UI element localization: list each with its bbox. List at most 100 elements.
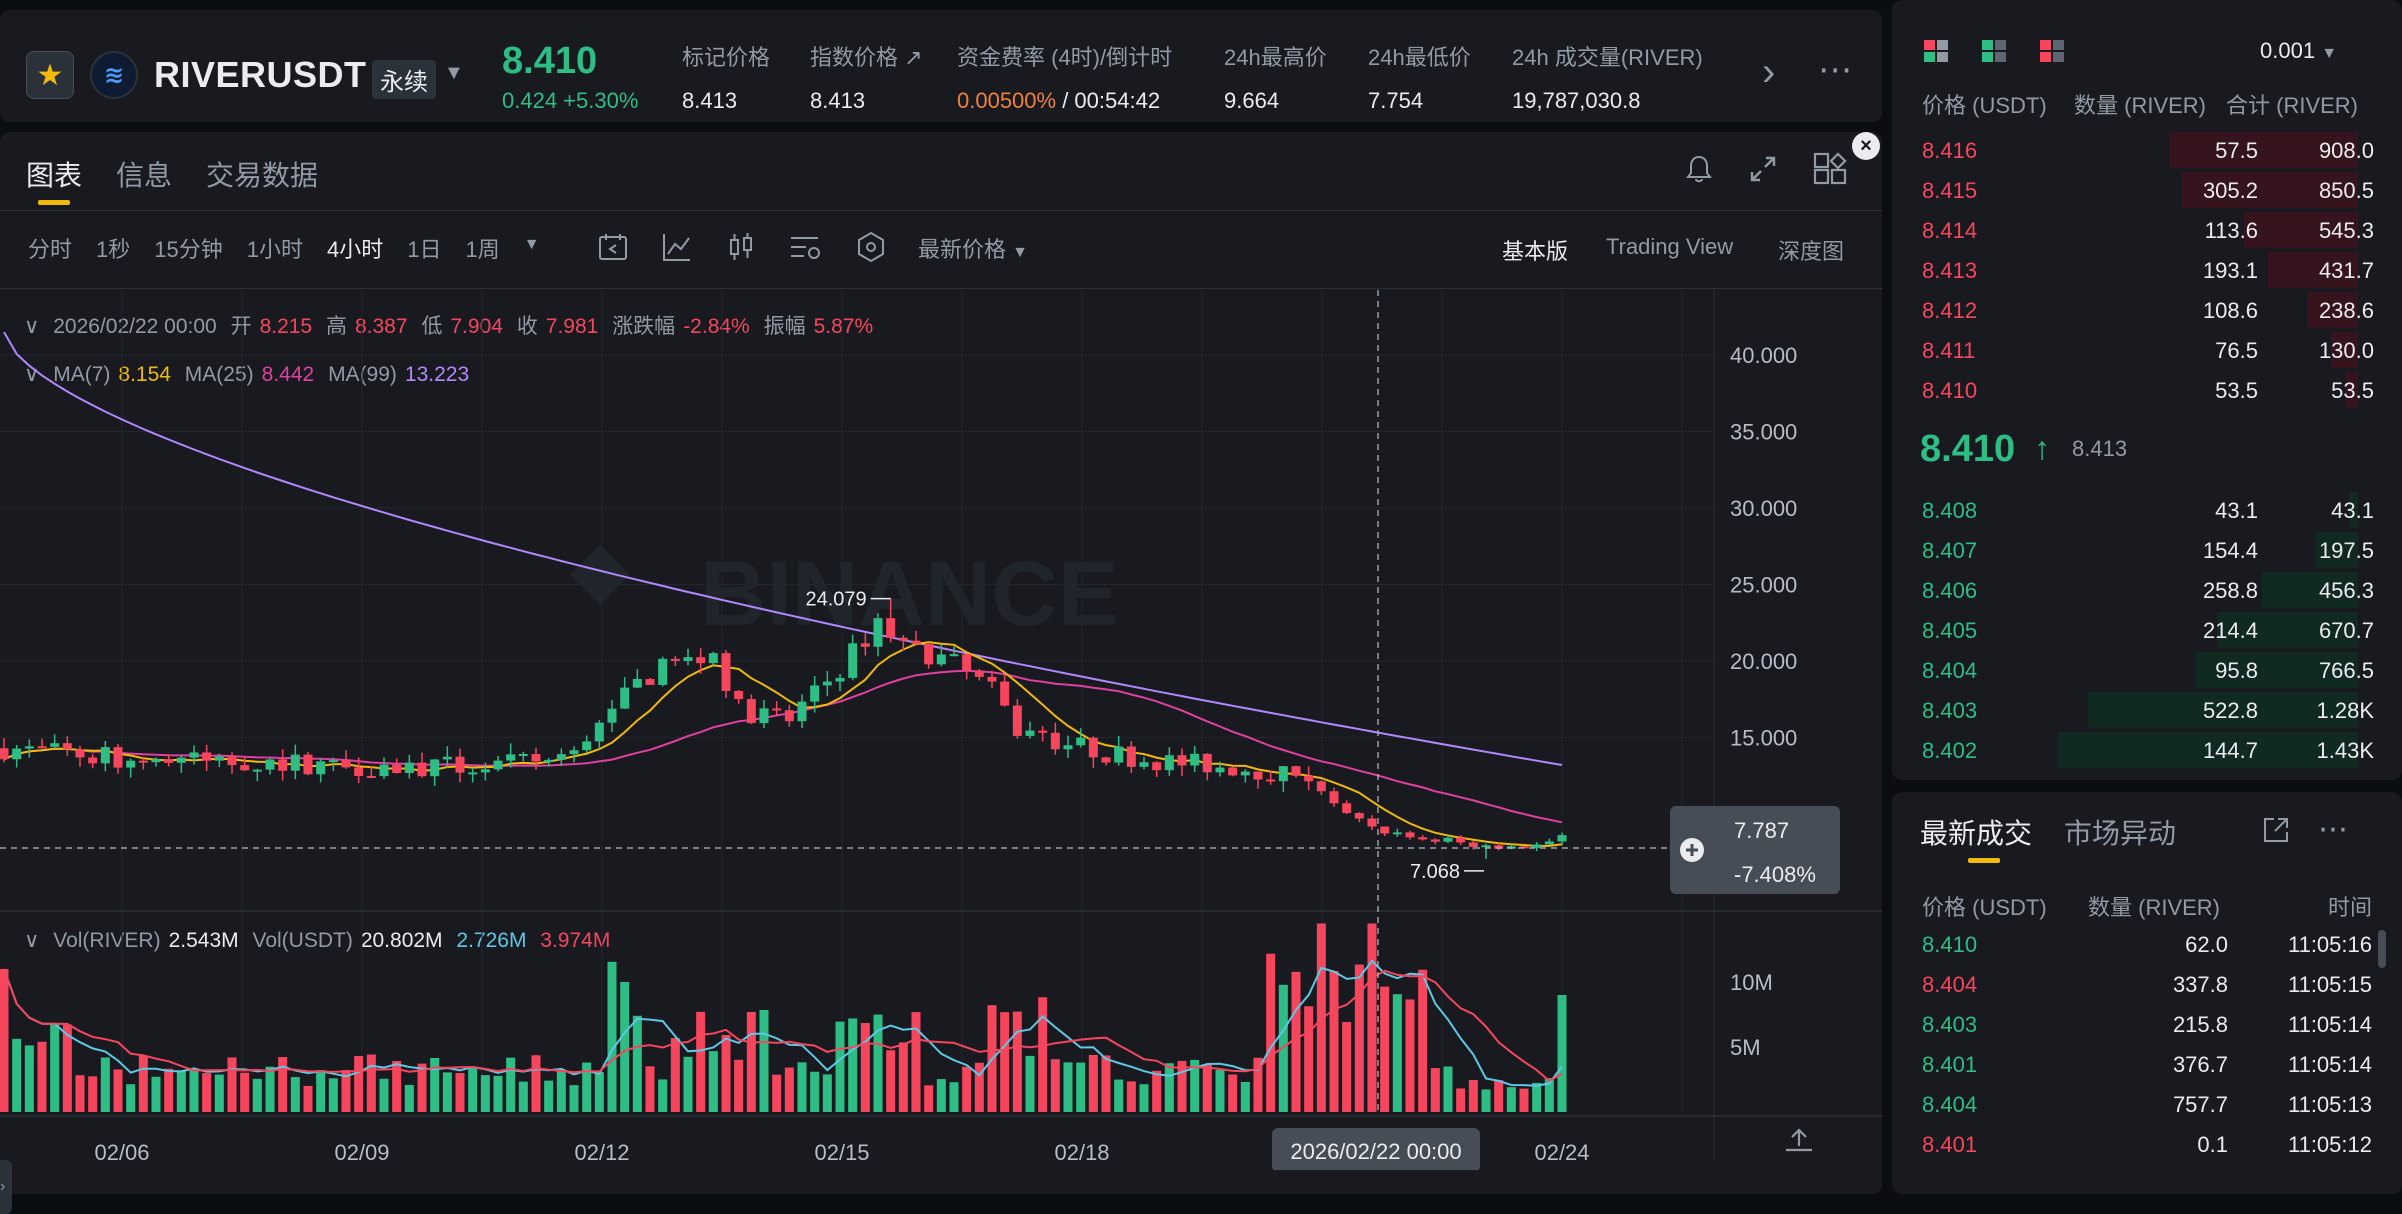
replay-icon[interactable]	[596, 230, 630, 264]
volume-bar	[151, 1076, 161, 1112]
volume-bar	[962, 1066, 972, 1112]
tab-trading-data[interactable]: 交易数据	[206, 160, 319, 191]
candlesticks	[0, 598, 1567, 859]
interval-option[interactable]: 1小时	[246, 237, 303, 262]
candle-body	[1278, 766, 1288, 782]
price-tick-label: 15.000	[1730, 726, 1797, 751]
active-tab-indicator	[1968, 858, 2000, 863]
symbol-dropdown-icon[interactable]: ▼	[444, 62, 464, 84]
tab-chart[interactable]: 图表	[26, 160, 83, 191]
collapse-chevron-icon[interactable]: ∨	[24, 363, 40, 386]
asks-only-view-icon[interactable]	[2040, 40, 2064, 62]
version-depth[interactable]: 深度图	[1778, 239, 1845, 264]
tab-info[interactable]: 信息	[116, 160, 173, 191]
interval-option[interactable]: 15分钟	[154, 237, 223, 262]
collapse-chevron-icon[interactable]: ∨	[24, 929, 40, 952]
close-icon[interactable]: ×	[1852, 132, 1880, 160]
layout-grid-icon[interactable]	[1812, 152, 1848, 188]
chart-settings-icon[interactable]	[788, 230, 824, 264]
ask-row[interactable]: 8.413 193.1 431.7	[1892, 250, 2402, 290]
ask-row[interactable]: 8.412 108.6 238.6	[1892, 290, 2402, 330]
chevron-right-icon[interactable]: ›	[1762, 50, 1776, 94]
bid-row[interactable]: 8.404 95.8 766.5	[1892, 650, 2402, 690]
more-icon[interactable]: ⋯	[1818, 51, 1852, 89]
collapse-chevron-icon[interactable]: ∨	[24, 315, 40, 338]
candle-body	[366, 775, 376, 778]
tab-latest-trades[interactable]: 最新成交	[1920, 818, 2033, 849]
divider	[0, 210, 1882, 211]
volume-bar	[784, 1067, 794, 1112]
volume-bar	[316, 1070, 326, 1112]
popout-icon[interactable]	[2260, 814, 2292, 846]
interval-option[interactable]: 1秒	[96, 237, 131, 262]
row-total: 766.5	[2318, 658, 2374, 683]
volume-bar	[278, 1057, 288, 1112]
bid-row[interactable]: 8.403 522.8 1.28K	[1892, 690, 2402, 730]
fullscreen-icon[interactable]	[1746, 152, 1780, 186]
interval-option[interactable]: 1日	[407, 237, 442, 262]
volume-bar	[810, 1071, 820, 1112]
both-sides-view-icon[interactable]	[1924, 40, 1948, 62]
volume-bar	[252, 1078, 262, 1112]
symbol-name[interactable]: RIVERUSDT	[154, 54, 367, 95]
candle-body	[949, 654, 959, 657]
version-tradingview[interactable]: Trading View	[1606, 234, 1734, 259]
depth-bar	[2307, 292, 2358, 328]
price-chart[interactable]: BINANCE 40.000 35.000 30.000 25.000 20.000 15…	[0, 290, 1882, 1170]
interval-option[interactable]: 分时	[28, 237, 73, 262]
bell-icon[interactable]	[1682, 152, 1716, 186]
precision-dropdown[interactable]: 0.001 ▼	[2260, 38, 2337, 64]
interval-option[interactable]: 1周	[465, 237, 500, 262]
bids-only-view-icon[interactable]	[1982, 40, 2006, 62]
high-label: 高	[325, 315, 347, 338]
last-price: 8.410	[502, 40, 598, 82]
bid-row[interactable]: 8.406 258.8 456.3	[1892, 570, 2402, 610]
bid-row[interactable]: 8.407 154.4 197.5	[1892, 530, 2402, 570]
row-total: 197.5	[2318, 538, 2374, 563]
ask-row[interactable]: 8.410 53.5 53.5	[1892, 370, 2402, 410]
candle-body	[721, 653, 731, 691]
candle-body	[810, 685, 820, 702]
favorite-star-icon[interactable]: ★	[26, 51, 74, 99]
candle-body	[670, 658, 680, 661]
bid-row[interactable]: 8.405 214.4 670.7	[1892, 610, 2402, 650]
row-qty: 193.1	[2202, 258, 2258, 283]
chart-grid	[0, 290, 1882, 1160]
volume-bar	[455, 1073, 465, 1112]
bid-row[interactable]: 8.402 144.7 1.43K	[1892, 730, 2402, 770]
interval-more-dropdown-icon[interactable]: ▼	[523, 236, 540, 253]
interval-selector: 分时 1秒 15分钟 1小时 4小时 1日 1周 ▼	[28, 232, 564, 264]
candle-type-icon[interactable]	[724, 230, 758, 264]
ask-row[interactable]: 8.416 57.5 908.0	[1892, 130, 2402, 170]
candle-body	[1468, 842, 1478, 847]
row-price: 8.413	[1922, 258, 1978, 283]
stat-value: 8.413	[682, 88, 738, 113]
contract-type-badge: 永续	[372, 60, 436, 99]
crosshair-date-box	[1272, 1128, 1480, 1170]
volume-bar	[797, 1062, 807, 1112]
tab-market-activity[interactable]: 市场异动	[2064, 818, 2177, 849]
volume-bar	[1468, 1079, 1478, 1112]
volume-bar	[1190, 1059, 1200, 1112]
row-qty: 108.6	[2202, 298, 2258, 323]
volume-bar	[37, 1041, 47, 1112]
depth-hexagon-icon[interactable]	[854, 230, 888, 264]
version-basic[interactable]: 基本版	[1502, 239, 1569, 264]
volume-bar	[328, 1078, 338, 1112]
trade-price: 8.410	[1922, 932, 1978, 957]
more-icon[interactable]: ⋯	[2318, 813, 2348, 846]
ask-row[interactable]: 8.415 305.2 850.5	[1892, 170, 2402, 210]
stat-index-price[interactable]: 指数价格 ↗ 8.413	[810, 40, 923, 114]
scrollbar[interactable]	[2378, 930, 2386, 968]
ask-row[interactable]: 8.411 76.5 130.0	[1892, 330, 2402, 370]
interval-option-active[interactable]: 4小时	[327, 237, 384, 262]
candle-body	[620, 687, 630, 709]
bid-row[interactable]: 8.408 43.1 43.1	[1892, 490, 2402, 530]
ask-row[interactable]: 8.414 113.6 545.3	[1892, 210, 2402, 250]
indicator-icon[interactable]	[660, 230, 694, 264]
volume-bar	[544, 1080, 554, 1112]
ob-header-total: 合计 (RIVER)	[2226, 93, 2359, 118]
candle-body	[37, 746, 47, 749]
price-type-dropdown[interactable]: 最新价格 ▼	[918, 232, 1028, 264]
mid-mark-price: 8.413	[2072, 436, 2128, 461]
